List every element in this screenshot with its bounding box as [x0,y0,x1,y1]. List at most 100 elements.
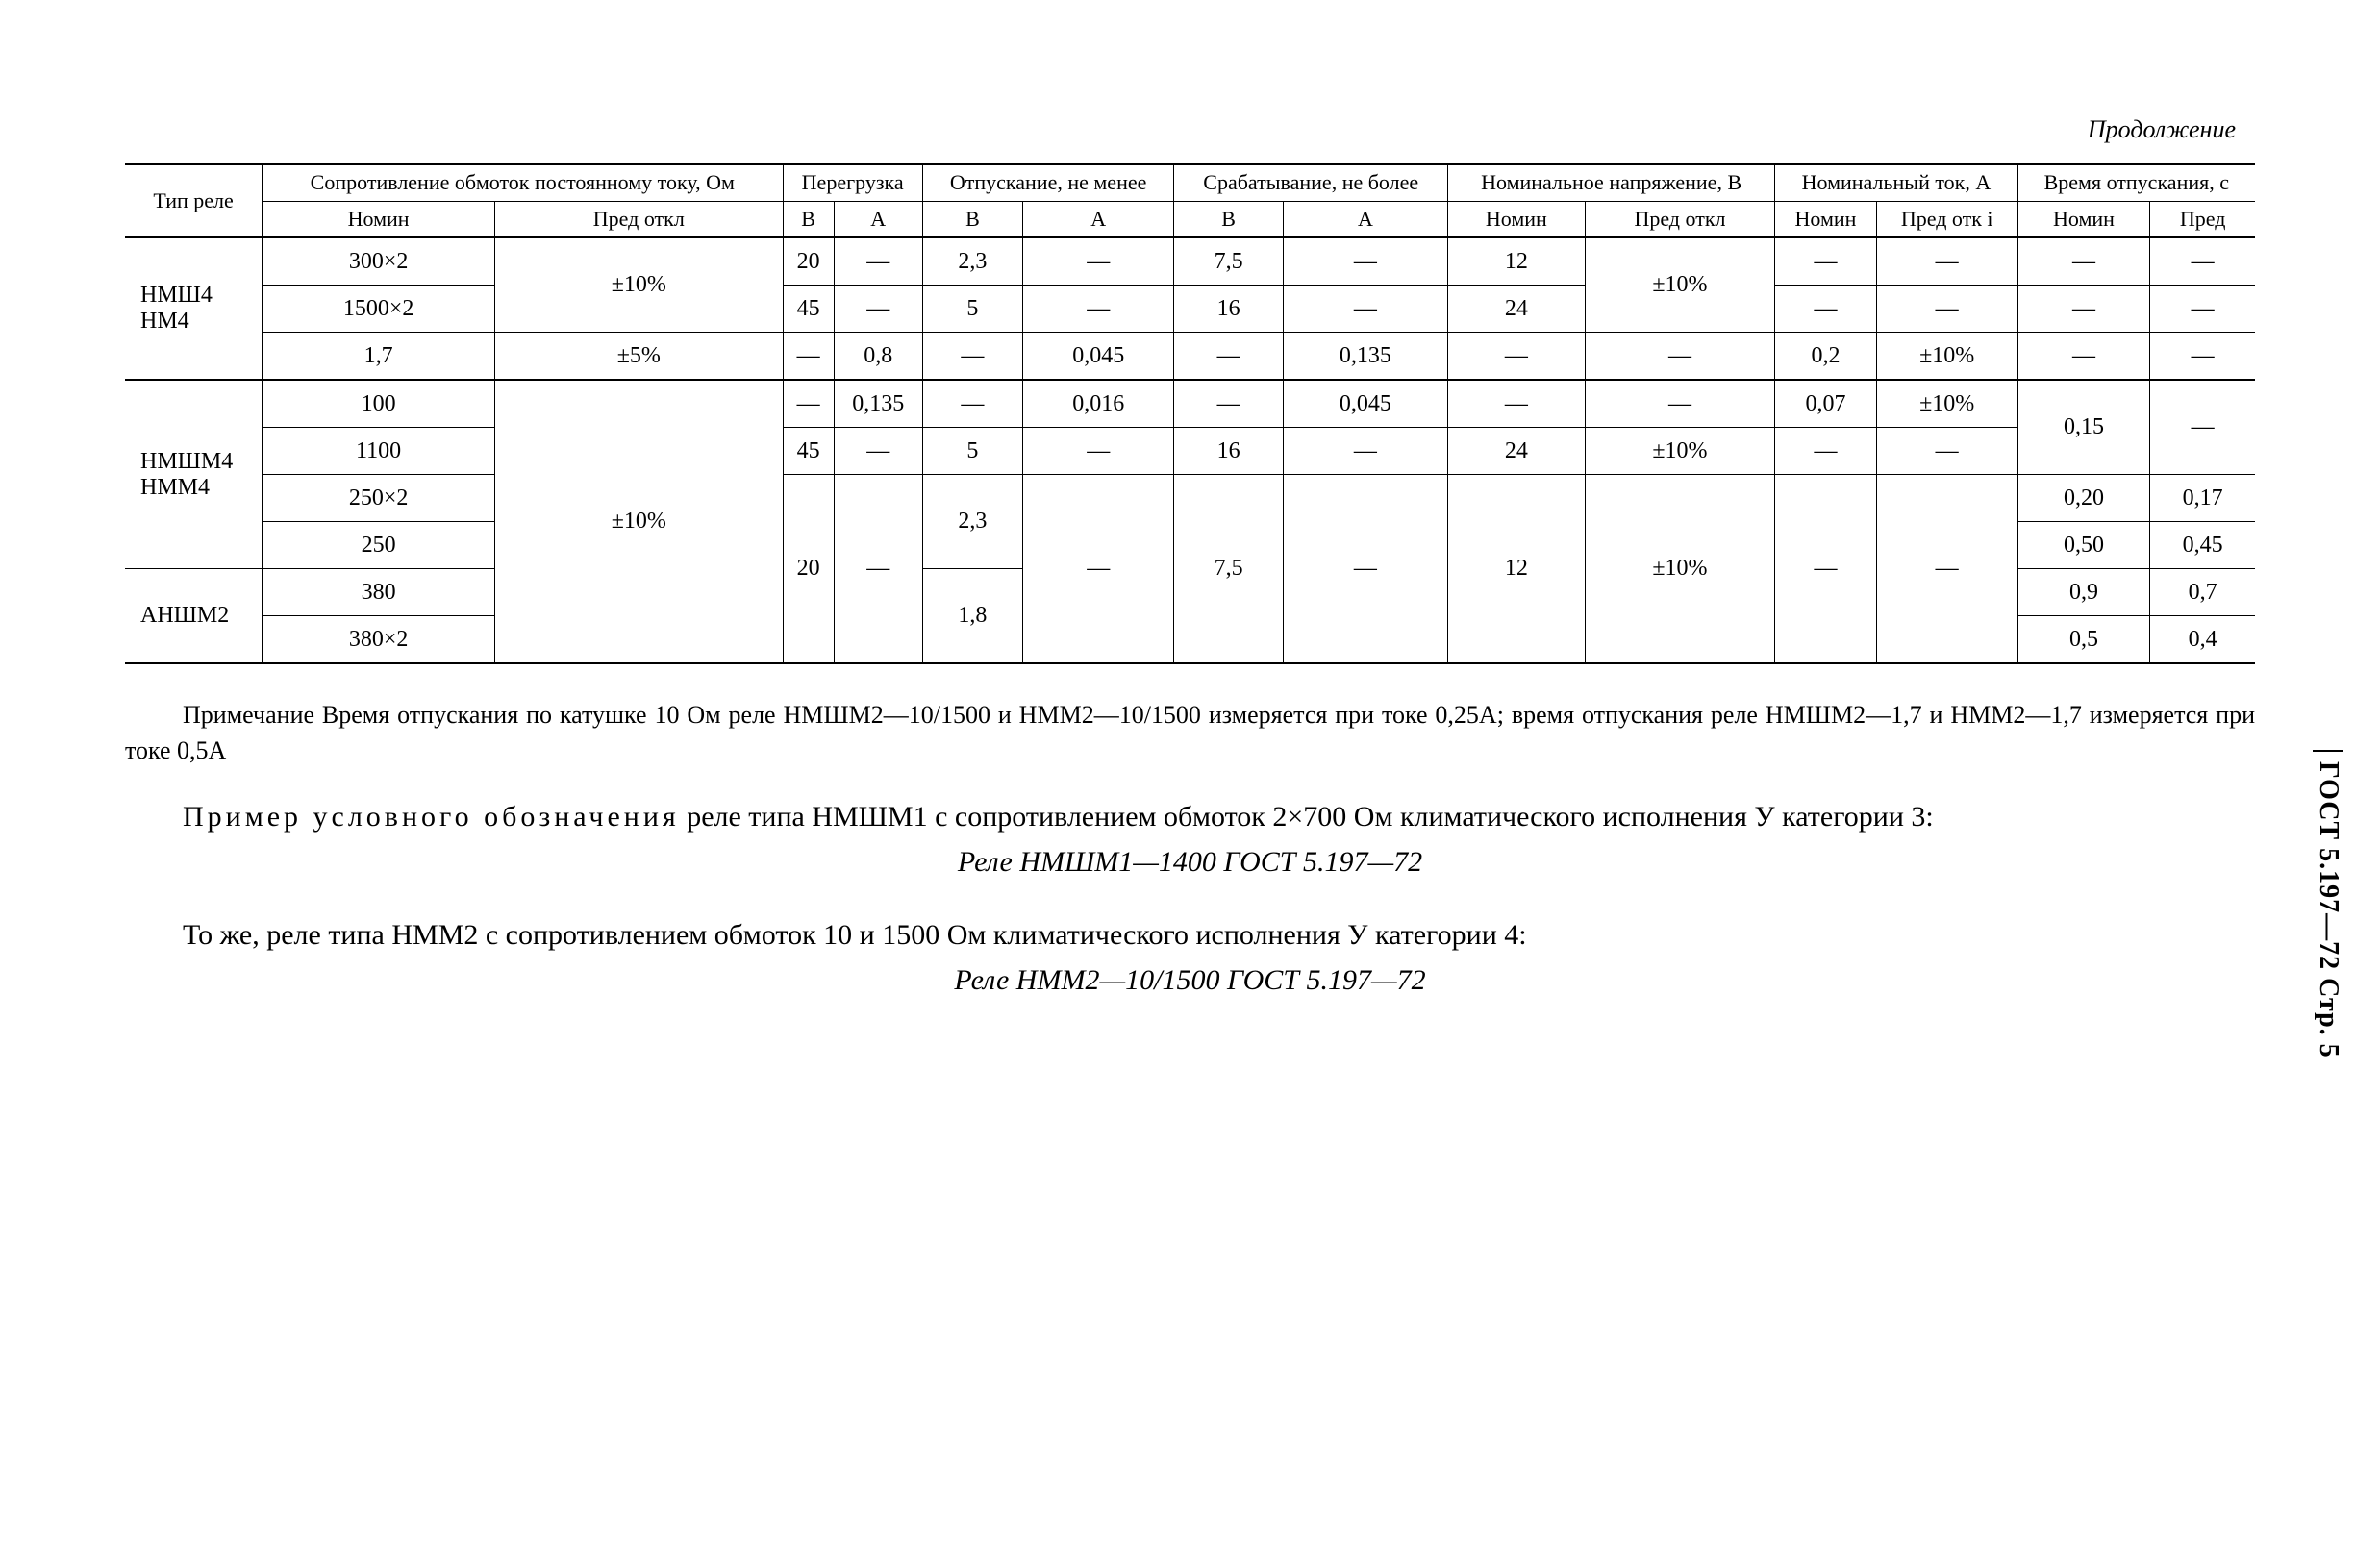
table-cell: — [1174,380,1283,428]
table-cell: 24 [1448,428,1586,475]
table-cell: 5 [922,428,1022,475]
relay-group-2: НМШМ4 НММ4 [125,380,263,569]
table-cell: 0,5 [2017,616,2150,664]
table-cell: 45 [783,428,834,475]
table-cell: 250 [263,522,495,569]
col-release: Отпускание, не менее [922,164,1174,201]
col-release-time: Время отпускания, с [2017,164,2255,201]
table-cell: 2,3 [922,475,1022,569]
table-cell: — [1876,428,2017,475]
table-cell: — [1023,475,1174,664]
table-cell: — [1775,286,1876,333]
table-cell: 300×2 [263,237,495,286]
table-cell: ±5% [495,333,783,381]
sub-A: А [1023,201,1174,237]
table-cell: 20 [783,475,834,664]
sub-nomin: Номин [2017,201,2150,237]
table-cell: — [783,333,834,381]
table-cell: 380×2 [263,616,495,664]
table-cell: 0,9 [2017,569,2150,616]
relay-table: Тип реле Сопротивление обмоток постоянно… [125,163,2255,664]
table-cell: ±10% [1585,237,1775,333]
example-intro-2: То же, реле типа НММ2 с сопротивлением о… [125,913,2255,957]
table-cell: 0,045 [1023,333,1174,381]
continuation-label: Продолжение [125,115,2255,144]
table-cell: 1,7 [263,333,495,381]
col-overload: Перегрузка [783,164,922,201]
sub-pred: Пред [2150,201,2255,237]
example-text: реле типа НМШМ1 с сопротивлением обмоток… [680,801,1934,833]
table-cell: 0,15 [2017,380,2150,475]
relay-group-1: НМШ4 НМ4 [125,237,263,380]
sub-nomin: Номин [1775,201,1876,237]
col-relay-type: Тип реле [125,164,263,237]
col-nom-voltage: Номинальное напряжение, В [1448,164,1775,201]
example-label: Пример условного обозначения [183,801,680,833]
table-cell: — [1585,380,1775,428]
sub-pred-otki: Пред отк і [1876,201,2017,237]
table-cell: — [1023,286,1174,333]
sub-V: В [1174,201,1283,237]
table-cell: — [1448,380,1586,428]
col-nom-current: Номинальный ток, А [1775,164,2017,201]
table-cell: — [783,380,834,428]
table-cell: — [834,237,922,286]
example-designation-1: Реле НМШМ1—1400 ГОСТ 5.197—72 [125,846,2255,879]
table-cell: 0,135 [834,380,922,428]
table-cell: — [2150,237,2255,286]
table-cell: — [1448,333,1586,381]
table-cell: 2,3 [922,237,1022,286]
table-cell: 380 [263,569,495,616]
table-cell: — [834,428,922,475]
table-cell: — [1174,333,1283,381]
sub-V: В [783,201,834,237]
table-cell: — [834,475,922,664]
table-cell: — [1283,475,1447,664]
table-cell: ±10% [495,380,783,663]
example-intro-1: Пример условного обозначения реле типа Н… [125,795,2255,838]
table-cell: 7,5 [1174,475,1283,664]
table-cell: — [1023,428,1174,475]
table-cell: 1,8 [922,569,1022,664]
sub-pred-otkl: Пред откл [1585,201,1775,237]
sub-pred-otkl: Пред откл [495,201,783,237]
table-cell: 0,2 [1775,333,1876,381]
sub-nomin: Номин [1448,201,1586,237]
table-cell: 0,4 [2150,616,2255,664]
table-cell: — [1283,237,1447,286]
side-page-label: ГОСТ 5.197—72 Стр. 5 [2313,750,2343,1165]
table-cell: — [2150,286,2255,333]
table-cell: — [834,286,922,333]
sub-V: В [922,201,1022,237]
table-cell: 0,50 [2017,522,2150,569]
table-cell: 0,045 [1283,380,1447,428]
table-cell: — [1585,333,1775,381]
sub-nomin: Номин [263,201,495,237]
table-cell: 0,17 [2150,475,2255,522]
table-cell: — [1775,428,1876,475]
table-cell: ±10% [1876,380,2017,428]
table-cell: 1100 [263,428,495,475]
col-pickup: Срабатывание, не более [1174,164,1448,201]
table-cell: — [1876,237,2017,286]
table-cell: — [2017,333,2150,381]
table-cell: — [2150,333,2255,381]
note-paragraph: Примечание Время отпускания по катушке 1… [125,698,2255,768]
table-cell: ±10% [495,237,783,333]
table-cell: — [1876,475,2017,664]
table-cell: — [1876,286,2017,333]
table-cell: 12 [1448,475,1586,664]
table-cell: — [922,380,1022,428]
table-cell: 16 [1174,286,1283,333]
table-cell: ±10% [1585,428,1775,475]
table-cell: — [1283,428,1447,475]
example-designation-2: Реле НММ2—10/1500 ГОСТ 5.197—72 [125,964,2255,997]
col-resistance: Сопротивление обмоток постоянному току, … [263,164,783,201]
sub-A: А [834,201,922,237]
table-cell: 16 [1174,428,1283,475]
table-cell: — [1775,475,1876,664]
table-cell: 0,8 [834,333,922,381]
table-cell: — [1775,237,1876,286]
table-cell: — [2017,286,2150,333]
table-cell: 100 [263,380,495,428]
